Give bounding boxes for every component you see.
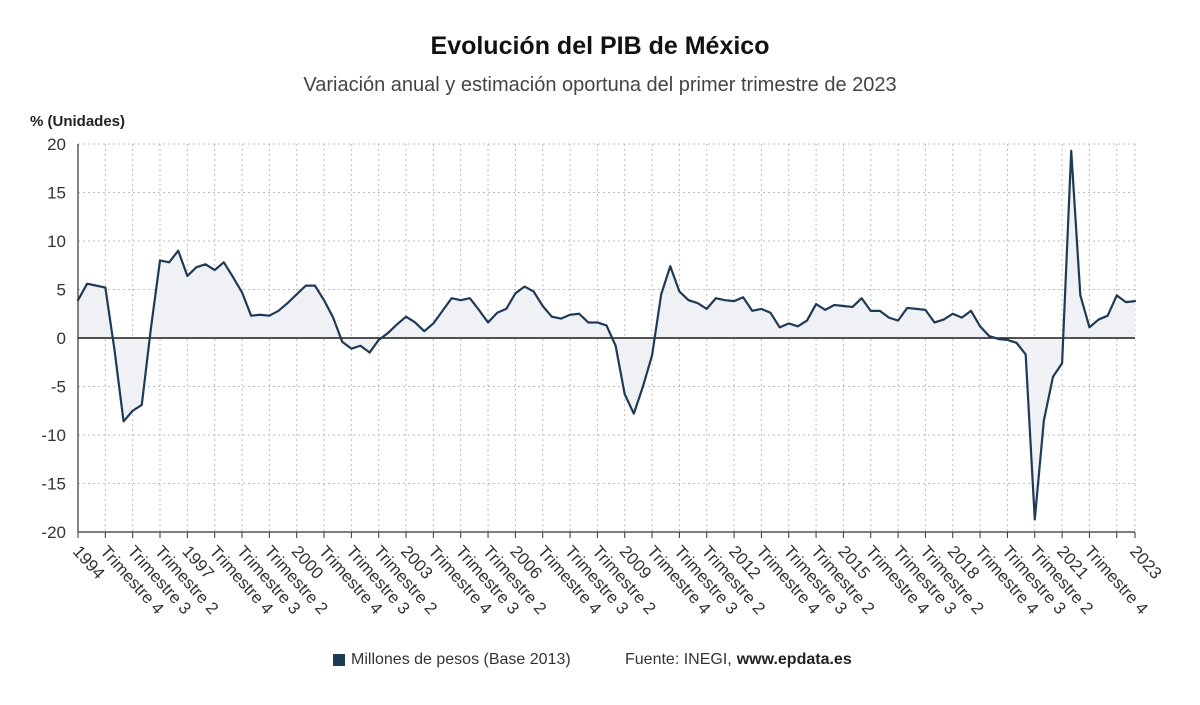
series-area-fill [78,150,1135,520]
source-prefix: Fuente: INEGI, [625,651,732,668]
series-marks [76,149,1137,521]
y-tick-label: 15 [47,184,66,203]
legend-label: Millones de pesos (Base 2013) [351,651,571,668]
series-line [76,149,1137,521]
y-tick-label: -20 [41,523,66,542]
chart-subtitle: Variación anual y estimación oportuna de… [303,74,897,96]
y-tick-label: 10 [47,232,66,251]
y-tick-label: 20 [47,135,66,154]
y-tick-label: -5 [51,378,66,397]
legend: Millones de pesos (Base 2013) [333,650,571,670]
source-site: www.epdata.es [736,651,852,668]
y-tick-label: 0 [57,329,66,348]
y-tick-label: 5 [57,281,66,300]
axes [77,144,1136,538]
y-tick-label: -15 [41,475,66,494]
chart-title: Evolución del PIB de México [430,32,770,60]
legend-swatch [333,654,345,666]
y-tick-labels: 20 15 10 5 0 -5 -10 -15 -20 [41,135,66,542]
y-tick-label: -10 [41,426,66,445]
source-note: Fuente: INEGI, www.epdata.es [625,650,852,670]
y-axis-label: % (Unidades) [30,113,126,130]
gridlines [78,143,1136,532]
x-tick-label: 2023 [1126,542,1165,583]
